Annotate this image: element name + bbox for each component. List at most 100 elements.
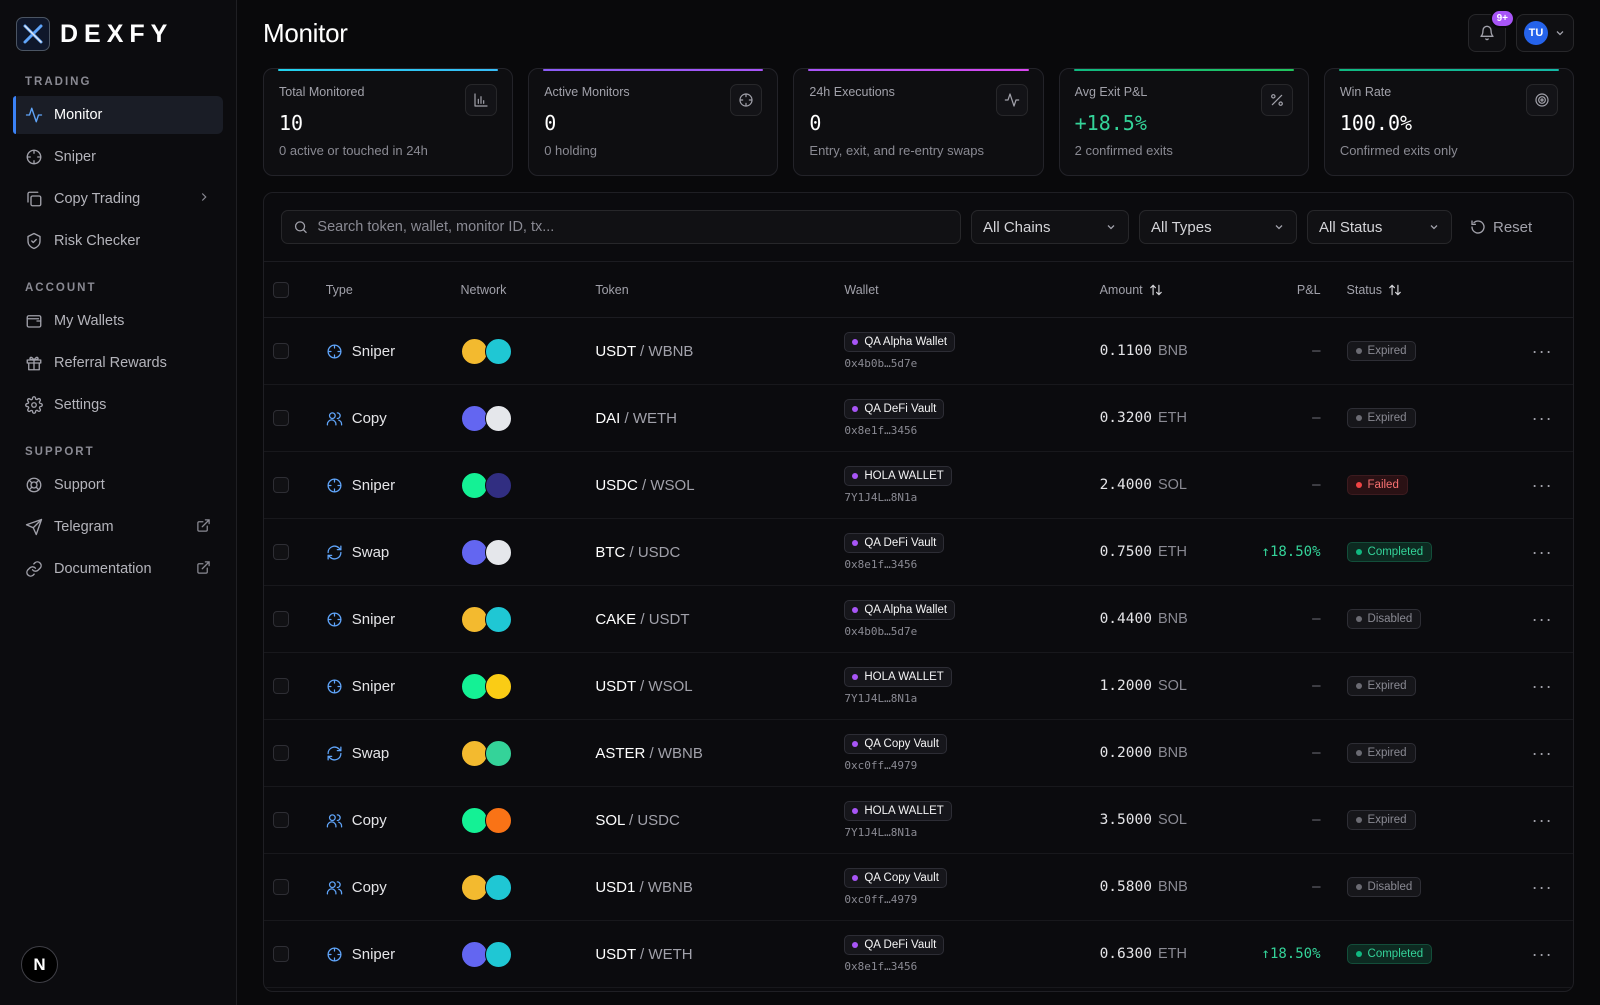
row-more-button[interactable]: ··· <box>1531 608 1553 629</box>
column-header-amount[interactable]: Amount <box>1100 262 1244 318</box>
notifications-button[interactable]: 9+ <box>1468 9 1515 52</box>
sidebar-item-documentation[interactable]: Documentation <box>13 550 223 588</box>
row-checkbox[interactable] <box>273 946 289 962</box>
row-type: Copy <box>351 878 387 896</box>
table-row[interactable]: Swap ASTER / WBNB QA Copy Vault 0xc0ff…4979… <box>264 720 1573 787</box>
row-checkbox[interactable] <box>273 745 289 761</box>
sidebar-item-risk-checker[interactable]: Risk Checker <box>13 222 223 260</box>
status-dot-icon <box>1355 683 1362 689</box>
column-header-pnl: P&L <box>1296 282 1321 297</box>
brand-logo[interactable]: DEXFY <box>0 14 236 54</box>
search-box[interactable] <box>281 210 961 244</box>
type-filter-value: All Types <box>1151 218 1212 236</box>
pnl-value: ↑18.50% <box>1261 544 1321 560</box>
reset-filters-button[interactable]: Reset <box>1470 219 1532 236</box>
sidebar-item-sniper[interactable]: Sniper <box>13 138 223 176</box>
row-checkbox[interactable] <box>273 343 289 359</box>
row-more-button[interactable]: ··· <box>1531 407 1553 428</box>
row-more-button[interactable]: ··· <box>1531 876 1553 897</box>
row-checkbox[interactable] <box>273 410 289 426</box>
type-filter-select[interactable]: All Types <box>1139 210 1297 244</box>
amount-value: 0.3200 <box>1099 410 1152 426</box>
wallet-chip[interactable]: QA DeFi Vault <box>844 935 945 955</box>
wallet-name: QA DeFi Vault <box>864 403 937 415</box>
link-icon <box>26 561 42 577</box>
sidebar-item-referral-rewards[interactable]: Referral Rewards <box>13 344 223 382</box>
wallet-chip[interactable]: HOLA WALLET <box>844 466 952 486</box>
pulse-icon <box>1004 93 1019 107</box>
token-pair: WBNB <box>657 744 703 762</box>
row-more-button[interactable]: ··· <box>1531 474 1553 495</box>
wallet-chip[interactable]: HOLA WALLET <box>844 801 952 821</box>
wallet-chip[interactable]: HOLA WALLET <box>844 667 952 687</box>
row-checkbox[interactable] <box>273 812 289 828</box>
table-row[interactable]: Sniper USDT / WSOL HOLA WALLET 7Y1J4L…8N1a 1… <box>264 653 1573 720</box>
row-checkbox[interactable] <box>273 611 289 627</box>
activity-icon <box>25 107 43 123</box>
status-label: Failed <box>1367 479 1399 491</box>
row-more-button[interactable]: ··· <box>1531 541 1553 562</box>
row-checkbox[interactable] <box>273 477 289 493</box>
wallet-dot-icon <box>852 875 859 881</box>
token-symbol: USD1 <box>595 878 636 896</box>
row-checkbox[interactable] <box>273 544 289 560</box>
row-more-button[interactable]: ··· <box>1531 943 1553 964</box>
chain-filter-select[interactable]: All Chains <box>971 210 1129 244</box>
sidebar-item-monitor[interactable]: Monitor <box>13 96 223 134</box>
status-label: Expired <box>1367 747 1407 759</box>
token-symbol: ASTER <box>595 744 646 762</box>
sidebar-item-settings[interactable]: Settings <box>13 386 223 424</box>
row-more-button[interactable]: ··· <box>1531 809 1553 830</box>
row-more-button[interactable]: ··· <box>1531 675 1553 696</box>
row-checkbox[interactable] <box>273 879 289 895</box>
sidebar-item-my-wallets[interactable]: My Wallets <box>13 302 223 340</box>
sol-token-icon <box>460 672 488 700</box>
wallet-chip[interactable]: QA Copy Vault <box>844 734 947 754</box>
wallet-chip[interactable]: QA DeFi Vault <box>844 533 945 553</box>
table-row[interactable]: Sniper USDT / WETH QA DeFi Vault 0x8e1f…345… <box>264 921 1573 988</box>
bnb-token-icon <box>460 337 488 365</box>
table-row[interactable]: Copy USD1 / WBNB QA Copy Vault 0xc0ff…4979 0… <box>264 854 1573 921</box>
pnl-value: — <box>1312 812 1321 828</box>
wallet-chip[interactable]: QA Alpha Wallet <box>844 332 956 352</box>
wallet-name: QA Copy Vault <box>864 738 939 750</box>
sidebar-item-label: Monitor <box>54 107 103 123</box>
amount-value: 0.6300 <box>1099 946 1152 962</box>
wallet-chip[interactable]: QA DeFi Vault <box>844 399 945 419</box>
page-title: Monitor <box>263 17 348 48</box>
stat-label: Avg Exit P&L <box>1074 85 1148 99</box>
status-label: Completed <box>1367 546 1424 558</box>
sidebar-item-telegram[interactable]: Telegram <box>13 508 223 546</box>
network-icons <box>460 538 596 566</box>
column-header-status[interactable]: Status <box>1347 262 1512 318</box>
percent-icon <box>1270 94 1283 106</box>
row-type: Sniper <box>351 945 396 963</box>
table-row[interactable]: Copy DAI / WETH QA DeFi Vault 0x8e1f…3456 0.… <box>264 385 1573 452</box>
sidebar-item-copy-trading[interactable]: Copy Trading <box>13 180 223 218</box>
wallet-address: 0x8e1f…3456 <box>844 558 918 571</box>
pnl-value: — <box>1312 611 1321 627</box>
status-filter-select[interactable]: All Status <box>1307 210 1452 244</box>
row-more-button[interactable]: ··· <box>1531 340 1553 361</box>
stat-icon-badge <box>1260 84 1293 116</box>
eth-token-icon <box>460 404 488 432</box>
token-pair: WBNB <box>647 878 693 896</box>
cake-token-icon <box>484 605 512 633</box>
status-dot-icon <box>1355 750 1362 756</box>
table-row[interactable]: Sniper USDC / WSOL HOLA WALLET 7Y1J4L…8N1a 2… <box>264 452 1573 519</box>
table-row[interactable]: Sniper USDT / WBNB QA Alpha Wallet 0x4b0b…5… <box>264 318 1573 385</box>
token-symbol: USDC <box>595 476 638 494</box>
wallet-chip[interactable]: QA Copy Vault <box>844 868 947 888</box>
row-checkbox[interactable] <box>273 678 289 694</box>
sidebar-item-support[interactable]: Support <box>13 466 223 504</box>
search-input[interactable] <box>317 219 949 235</box>
amount-unit: SOL <box>1157 477 1187 493</box>
row-more-button[interactable]: ··· <box>1531 742 1553 763</box>
wallet-chip[interactable]: QA Alpha Wallet <box>844 600 956 620</box>
footer-avatar[interactable]: N <box>21 946 58 983</box>
table-row[interactable]: Swap BTC / USDC QA DeFi Vault 0x8e1f…3456 0.… <box>264 519 1573 586</box>
table-row[interactable]: Copy SOL / USDC HOLA WALLET 7Y1J4L…8N1a 3.50… <box>264 787 1573 854</box>
user-menu-button[interactable]: TU <box>1516 14 1574 52</box>
table-row[interactable]: Sniper CAKE / USDT QA Alpha Wallet 0x4b0b…5… <box>264 586 1573 653</box>
select-all-checkbox[interactable] <box>273 281 289 298</box>
